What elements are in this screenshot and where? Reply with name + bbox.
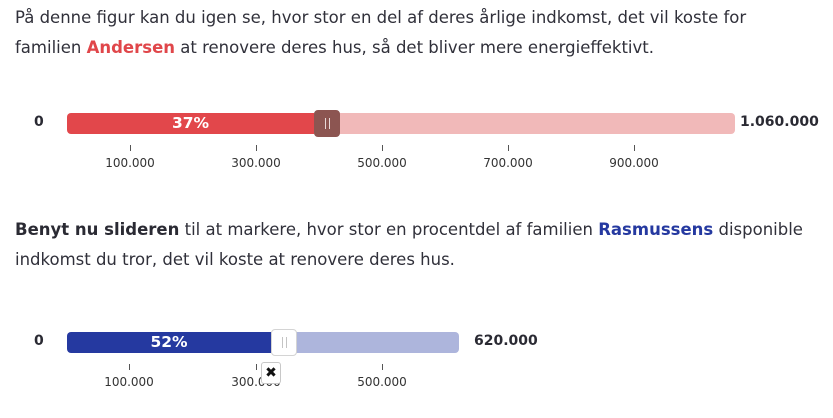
slider2-max-label: 620.000 — [474, 333, 538, 349]
slider1-tick — [382, 145, 383, 151]
slider2-tick-label: 300.000 — [231, 375, 281, 389]
slider2-fill — [67, 332, 271, 353]
slider1-remaining — [314, 113, 735, 134]
slider1-percent-label: 37% — [171, 114, 210, 132]
instruction-text-a: til at markere, hvor stor en procentdel … — [179, 220, 599, 239]
intro-text-b: at renovere deres hus, så det bliver mer… — [175, 37, 654, 57]
slider1-tick — [130, 145, 131, 151]
slider2-track[interactable]: 52% — [67, 329, 459, 356]
slider2-handle[interactable] — [271, 329, 297, 356]
slider1-tick — [508, 145, 509, 151]
slider1-max-label: 1.060.000 — [740, 114, 819, 130]
family-name-andersen: Andersen — [86, 37, 176, 57]
slider1-tick-label: 700.000 — [483, 156, 533, 170]
slider1-tick-label: 300.000 — [231, 156, 281, 170]
slider2-tick — [129, 364, 130, 370]
slider1-tick — [256, 145, 257, 151]
slider2-remaining — [271, 332, 459, 353]
instruction-text-b: disponible indkomst du tror, det vil kos… — [15, 220, 803, 269]
slider1-fill — [67, 113, 314, 134]
grip-icon — [281, 337, 287, 348]
instruction-paragraph: Benyt nu slideren til at markere, hvor s… — [15, 215, 815, 274]
slider2-percent-label: 52% — [150, 333, 188, 351]
slider2-min-label: 0 — [34, 333, 44, 349]
slider1-track[interactable]: 37% — [67, 110, 735, 137]
slider1-tick — [634, 145, 635, 151]
slider1-handle[interactable] — [314, 110, 340, 137]
slider1-tick-label: 100.000 — [105, 156, 155, 170]
intro-text-a: På denne figur kan du igen se, hvor stor… — [15, 8, 747, 57]
slider1-tick-label: 500.000 — [357, 156, 407, 170]
slider2-tick — [382, 364, 383, 370]
intro-paragraph: På denne figur kan du igen se, hvor stor… — [15, 3, 815, 62]
close-icon[interactable]: ✖ — [261, 362, 281, 384]
grip-icon — [324, 118, 330, 129]
slider2-tick — [256, 364, 257, 370]
slider1-tick-label: 900.000 — [609, 156, 659, 170]
slider2-tick-label: 500.000 — [357, 375, 407, 389]
slider2-tick-label: 100.000 — [104, 375, 154, 389]
slider1-min-label: 0 — [34, 114, 44, 130]
instruction-lead: Benyt nu slideren — [15, 220, 180, 239]
family-name-rasmussen: Rasmussens — [598, 220, 714, 239]
